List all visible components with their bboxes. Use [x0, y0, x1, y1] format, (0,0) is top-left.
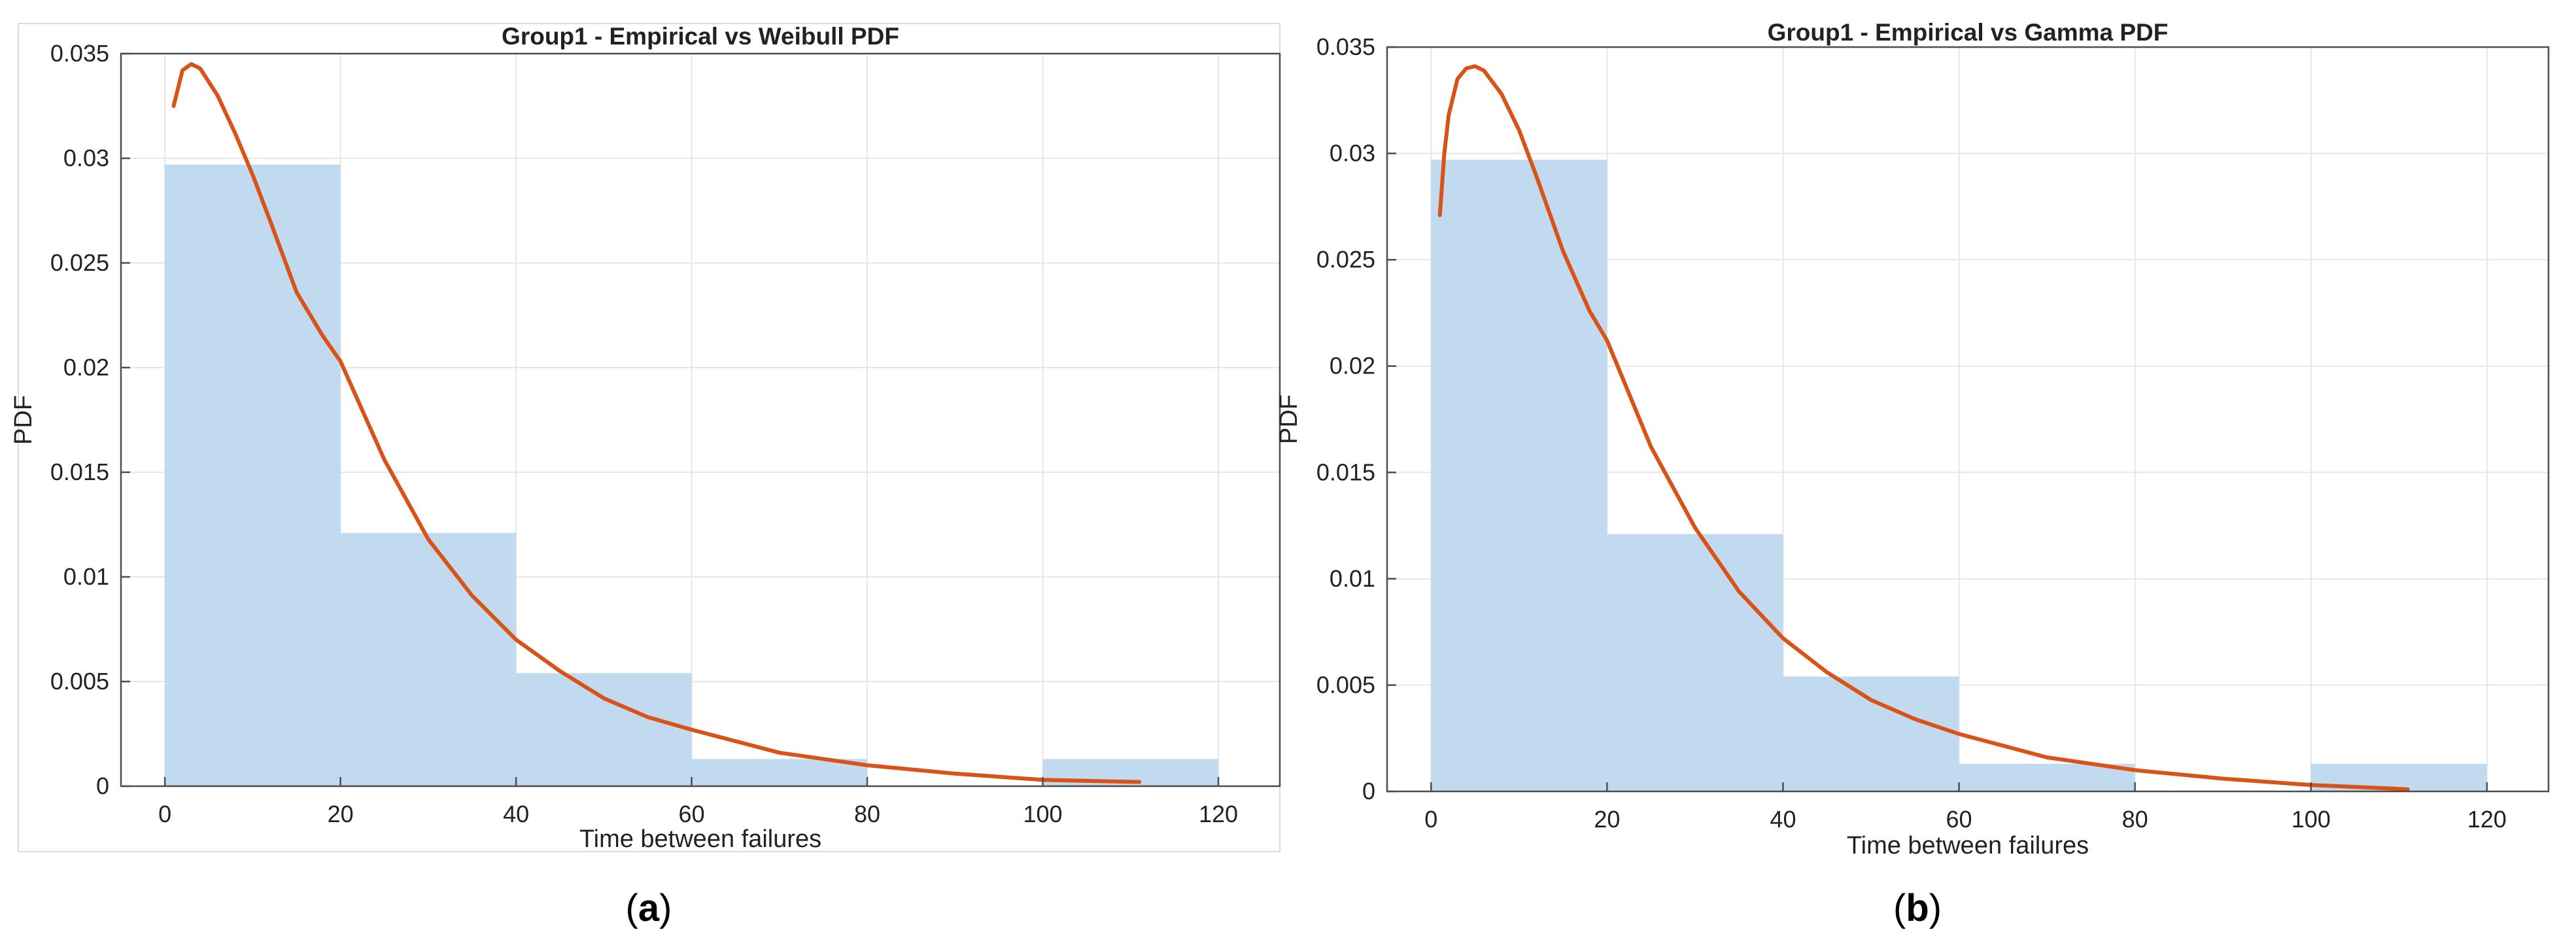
chart-a-xtick-label-5: 100: [1023, 801, 1063, 827]
chart-b-bar-1: [1607, 534, 1783, 791]
chart-b-bar-3: [1959, 763, 2135, 791]
chart-a-ytick-label-0: 0: [96, 772, 109, 799]
chart-b-ytick-label-1: 0.005: [1316, 671, 1375, 698]
chart-b-title: Group1 - Empirical vs Gamma PDF: [1768, 19, 2169, 46]
chart-b-xtick-label-2: 40: [1770, 806, 1796, 833]
panel-label-b-close: ): [1929, 887, 1942, 929]
chart-a-ytick-label-3: 0.015: [50, 458, 109, 485]
chart-b-ytick-label-3: 0.015: [1316, 458, 1375, 485]
chart-b: 0 20 40 60 80 100 120 0 0.005 0.01 0.015 0.02 0.025 0…: [1275, 19, 2550, 859]
chart-a-ytick-label-6: 0.03: [63, 145, 109, 171]
chart-a-xtick-label-1: 20: [328, 801, 354, 827]
chart-b-xtick-label-5: 100: [2292, 806, 2331, 833]
chart-a-xtick-label-4: 80: [854, 801, 880, 827]
chart-a-xlabel: Time between failures: [579, 825, 821, 853]
chart-b-xtick-label-1: 20: [1594, 806, 1620, 833]
chart-a-bar-0: [165, 164, 341, 787]
chart-a-axes-box: [120, 52, 1281, 787]
chart-a: 0 20 40 60 80 100 120 0 0.005 0.01 0.015 0.02 0.025 0…: [10, 23, 1281, 853]
chart-b-ytick-label-0: 0: [1362, 778, 1375, 804]
chart-b-xtick-label-3: 60: [1946, 806, 1972, 833]
chart-a-ylabel: PDF: [10, 395, 37, 445]
chart-a-title: Group1 - Empirical vs Weibull PDF: [502, 23, 899, 50]
chart-b-ytick-label-7: 0.035: [1316, 33, 1375, 60]
chart-b-xtick-label-0: 0: [1424, 806, 1437, 833]
chart-a-ytick-label-2: 0.01: [63, 563, 109, 590]
chart-b-xlabel: Time between failures: [1847, 832, 2089, 859]
chart-a-ytick-label-5: 0.025: [50, 249, 109, 276]
chart-b-ytick-label-5: 0.025: [1316, 246, 1375, 273]
panel-label-a-close: ): [659, 887, 672, 929]
chart-b-ytick-label-4: 0.02: [1330, 353, 1375, 379]
chart-a-pdf-curve: [171, 62, 1142, 784]
chart-b-ytick-label-2: 0.01: [1330, 565, 1375, 592]
panel-label-a-open: (: [626, 887, 638, 929]
chart-b-ylabel: PDF: [1275, 394, 1303, 444]
chart-a-ytick-label-7: 0.035: [50, 40, 109, 67]
chart-b-bar-0: [1431, 160, 1607, 792]
panel-label-a-letter: a: [638, 887, 660, 929]
chart-b-bar-2: [1783, 676, 1959, 791]
chart-a-bar-1: [340, 532, 517, 786]
chart-b-axes-box: [1386, 46, 2550, 793]
chart-a-bar-2: [516, 673, 692, 786]
chart-b-pdf-curve: [1437, 64, 2410, 791]
chart-a-bar-3: [691, 759, 868, 786]
chart-a-ytick-label-1: 0.005: [50, 668, 109, 695]
chart-a-xtick-label-3: 60: [679, 801, 705, 827]
chart-a-ytick-label-4: 0.02: [63, 354, 109, 381]
chart-a-xtick-label-6: 120: [1199, 801, 1238, 827]
chart-b-xtick-label-6: 120: [2467, 806, 2507, 833]
chart-a-xtick-label-2: 40: [503, 801, 529, 827]
panel-label-b-letter: b: [1906, 887, 1929, 929]
panel-label-b: (b): [1893, 887, 1942, 929]
chart-b-ytick-label-6: 0.03: [1330, 140, 1375, 167]
panel-label-a: (a): [626, 887, 672, 929]
chart-a-xtick-label-0: 0: [158, 801, 171, 827]
chart-b-xtick-label-4: 80: [2122, 806, 2148, 833]
panel-label-b-open: (: [1893, 887, 1906, 929]
